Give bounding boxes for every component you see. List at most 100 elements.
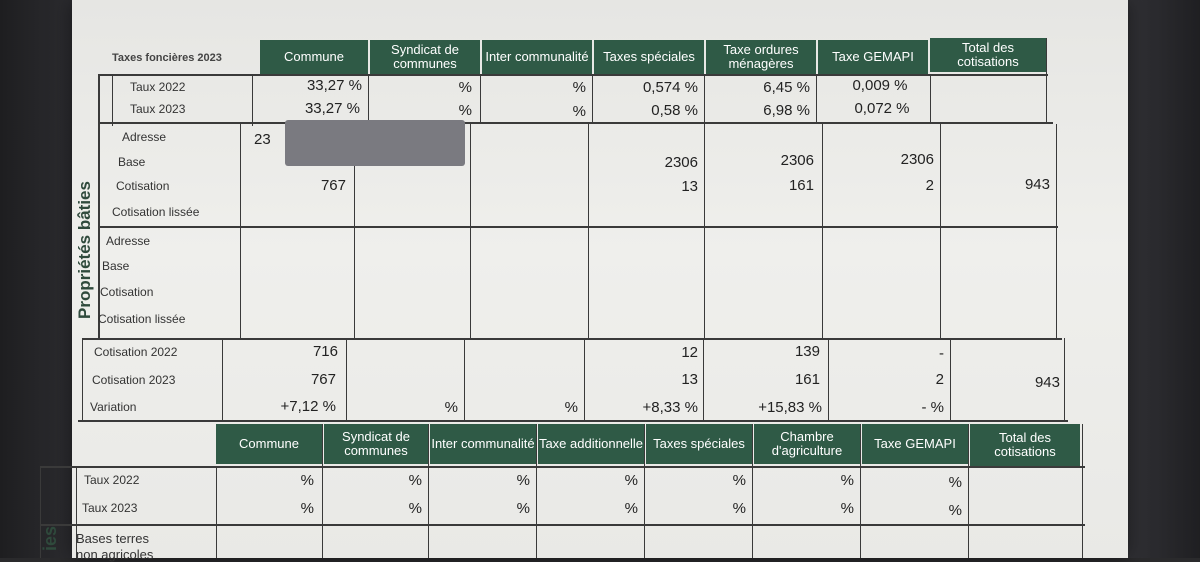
t1-vline (930, 74, 931, 124)
t1-header-taxes-speciales: Taxes spéciales (594, 40, 704, 74)
t1-block1-cotisation-ordures: 161 (788, 177, 814, 194)
t2-header-chambre-agriculture: Chambre d'agriculture (754, 424, 860, 464)
t2-header-taxe-additionnelle: Taxe additionnelle (538, 424, 644, 464)
t1-block1-label-base: Base (118, 155, 146, 169)
t2-rate2023-intercommunalite: % (516, 500, 530, 517)
t2-rate2023-taxes-speciales: % (732, 500, 746, 517)
t1-block1-base-gemapi: 2306 (900, 151, 934, 168)
t1-vline (588, 124, 589, 340)
t1-rate2022-ordures: 6,45 % (763, 79, 810, 96)
t2-vline (40, 466, 41, 558)
t1-header-commune: Commune (260, 40, 368, 74)
t1-vline (222, 338, 223, 422)
t1-variation-ordures: +15,83 % (758, 399, 822, 416)
t2-header-total: Total des cotisations (970, 424, 1080, 466)
t2-rate2022-intercommunalite: % (516, 472, 530, 489)
t1-vline (354, 124, 355, 340)
t1-header-total: Total des cotisations (930, 38, 1046, 72)
t1-rate2022-commune: 33,27 % (306, 77, 362, 94)
t1-vline (592, 74, 593, 124)
t1-block1-cotisation-total: 943 (1024, 176, 1050, 193)
t1-vline (1056, 124, 1057, 340)
t1-cot2023-gemapi: 2 (935, 371, 944, 388)
t1-hline (98, 226, 1058, 228)
t1-rate2022-gemapi: 0,009 % (852, 77, 908, 94)
t1-vline (704, 74, 705, 340)
t1-hline (98, 74, 1048, 76)
t2-rate2022-commune: % (300, 472, 314, 489)
t1-variation-gemapi: - % (921, 399, 945, 416)
t1-cot2023-total: 943 (1034, 374, 1060, 391)
t1-variation-commune: +7,12 % (280, 398, 336, 415)
t2-vline (860, 424, 861, 558)
t2-vline (322, 424, 323, 558)
t2-hline (40, 466, 1085, 468)
t2-section-label-cut: ies (40, 525, 61, 552)
t1-block1-cotisation-commune: 767 (320, 177, 346, 194)
section-label-proprietes-baties: Propriétés bâties (75, 181, 95, 319)
t1-block1-label-adresse: Adresse (122, 130, 167, 144)
t1-header-ordures-menageres: Taxe ordures ménagères (706, 40, 816, 74)
t2-rate2022-gemapi: % (948, 474, 962, 491)
t1-header-intercommunalite: Inter communalité (482, 40, 592, 74)
t1-rate2023-ordures: 6,98 % (763, 102, 810, 119)
t1-rate-label-2022: Taux 2022 (130, 80, 186, 94)
t1-rate2022-syndicat: % (458, 79, 472, 96)
t1-vline (112, 74, 113, 126)
t1-cot2022-taxes-speciales: 12 (681, 344, 698, 361)
t1-vline (1064, 338, 1065, 422)
t1-summary-label-variation: Variation (90, 400, 137, 414)
t2-rate-label-2023: Taux 2023 (82, 501, 138, 515)
t2-rate2022-syndicat: % (408, 472, 422, 489)
t1-vline (480, 74, 481, 124)
t2-vline (76, 466, 77, 558)
t1-block1-cotisation-gemapi: 2 (925, 177, 934, 194)
t2-vline (644, 424, 645, 558)
t2-vline (752, 424, 753, 558)
t1-block1-label-cotisation: Cotisation (116, 179, 170, 193)
t2-rate2023-gemapi: % (948, 502, 962, 519)
t1-vline (98, 74, 100, 340)
t2-row-label-bases-terres: Bases terres (76, 531, 149, 546)
t1-vline (464, 338, 465, 422)
t1-vline (703, 338, 704, 422)
t2-rate2023-taxe-additionnelle: % (624, 500, 638, 517)
t1-vline (1046, 38, 1047, 124)
t1-variation-syndicat: % (444, 399, 458, 416)
t1-vline (82, 338, 83, 422)
t2-vline (536, 424, 537, 558)
t2-rate2023-chambre-agriculture: % (840, 500, 854, 517)
t1-summary-label-2022: Cotisation 2022 (94, 345, 178, 359)
t2-hline (40, 524, 1085, 526)
t1-block1-address: 23 (254, 131, 271, 148)
t2-row-label-bases-terres-cut: non agricoles (76, 547, 154, 562)
t1-variation-intercommunalite: % (564, 399, 578, 416)
t1-cot2022-commune: 716 (312, 343, 338, 360)
t1-rate2023-commune: 33,27 % (304, 100, 360, 117)
t1-vline (252, 74, 253, 126)
t2-vline (968, 424, 969, 558)
t2-vline (1082, 424, 1083, 558)
t2-rate2022-taxe-additionnelle: % (624, 472, 638, 489)
t1-summary-label-2023: Cotisation 2023 (92, 373, 176, 387)
t2-rate2023-syndicat: % (408, 500, 422, 517)
t1-block2-label-cotisation: Cotisation (100, 285, 154, 299)
t1-vline (940, 124, 941, 340)
t2-rate-label-2022: Taux 2022 (84, 473, 140, 487)
t1-vline (584, 338, 585, 422)
t1-hline (82, 338, 1062, 340)
t1-rate2023-gemapi: 0,072 % (854, 100, 910, 117)
t1-cot2023-ordures: 161 (794, 371, 820, 388)
t1-rate2023-taxes-speciales: 0,58 % (651, 102, 698, 119)
t1-block1-base-ordures: 2306 (780, 152, 814, 169)
redacted-address (285, 120, 465, 166)
t2-header-gemapi: Taxe GEMAPI (862, 424, 968, 464)
table1-corner-title: Taxes foncières 2023 (112, 52, 222, 64)
t1-block1-base-taxes-speciales: 2306 (664, 154, 698, 171)
tax-document (72, 0, 1128, 558)
t2-rate2023-commune: % (300, 500, 314, 517)
t1-vline (368, 74, 369, 124)
t2-rate2022-taxes-speciales: % (732, 472, 746, 489)
t1-vline (828, 338, 829, 422)
t1-vline (470, 124, 471, 340)
